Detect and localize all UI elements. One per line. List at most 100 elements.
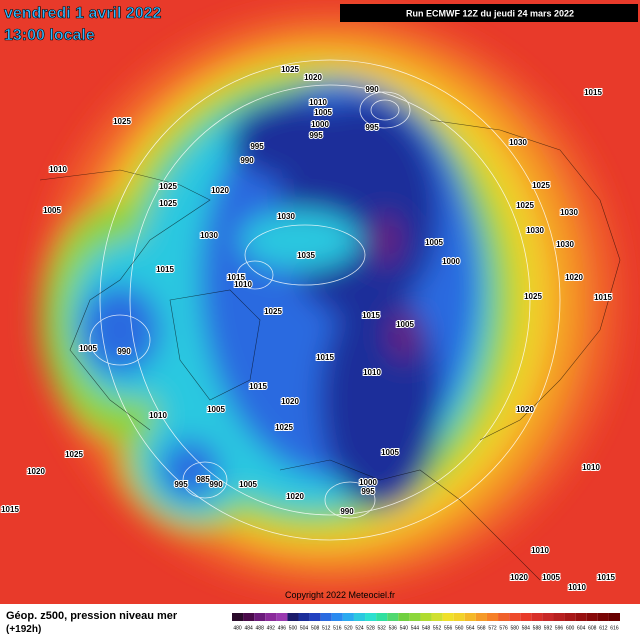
colorbar-label: 592 [544,625,553,631]
colorbar-swatch [309,613,321,621]
colorbar-swatch [564,613,576,621]
colorbar-label: 484 [244,625,253,631]
pressure-label: 1015 [584,88,602,97]
colorbar-label: 588 [533,625,542,631]
colorbar-label: 576 [499,625,508,631]
colorbar-swatch [498,613,510,621]
pressure-label: 1005 [381,448,399,457]
colorbar-swatch [243,613,255,621]
colorbar-swatch [265,613,277,621]
colorbar-label: 560 [455,625,464,631]
pressure-label: 1010 [531,546,549,555]
pressure-label: 990 [365,85,379,94]
colorbar-label: 496 [278,625,287,631]
pressure-label: 1015 [594,293,612,302]
pressure-label: 1015 [156,265,174,274]
colorbar-label: 580 [511,625,520,631]
colorbar-label: 520 [344,625,353,631]
pressure-label: 990 [240,156,254,165]
pressure-label: 995 [309,131,323,140]
colorbar-label: 584 [522,625,531,631]
pressure-label: 1020 [565,273,583,282]
pressure-label: 1025 [532,181,550,190]
pressure-label: 990 [117,347,131,356]
pressure-label: 1010 [363,368,381,377]
pressure-label: 1005 [239,480,257,489]
pressure-label: 990 [209,480,223,489]
colorbar-label: 604 [577,625,586,631]
colorbar-swatch [398,613,410,621]
map-date: vendredi 1 avril 2022 [4,5,162,22]
colorbar-swatch [232,613,244,621]
pressure-label: 1025 [281,65,299,74]
colorbar-swatch [342,613,354,621]
colorbar-swatch [586,613,598,621]
colorbar-swatch [453,613,465,621]
colorbar-label: 612 [599,625,608,631]
pressure-label: 1015 [1,505,19,514]
colorbar-swatch [287,613,299,621]
colorbar-swatch [442,613,454,621]
pressure-label: 1030 [560,208,578,217]
pressure-label: 1020 [27,467,45,476]
colorbar-swatch [597,613,609,621]
pressure-label: 995 [361,487,375,496]
pressure-label: 1010 [582,463,600,472]
pressure-label: 1025 [159,199,177,208]
pressure-label: 1025 [65,450,83,459]
pressure-label: 1025 [264,307,282,316]
colorbar-label: 504 [300,625,309,631]
colorbar-swatch [509,613,521,621]
colorbar-swatch [276,613,288,621]
colorbar-swatch [475,613,487,621]
pressure-label: 1025 [516,201,534,210]
colorbar-label: 512 [322,625,331,631]
pressure-label: 1015 [597,573,615,582]
colorbar-swatch [420,613,432,621]
pressure-label: 1005 [425,238,443,247]
pressure-label: 1010 [49,165,67,174]
colorbar-swatch [353,613,366,621]
colorbar-label: 488 [256,625,265,631]
colorbar-swatch [520,613,532,621]
colorbar: 480 484 488 492 496 500 504 508 512 516 520 524 528 5… [232,613,620,631]
colorbar-swatch [320,613,332,621]
pressure-label: 1030 [277,212,295,221]
pressure-label: 1030 [556,240,574,249]
copyright: Copyright 2022 Meteociel.fr [285,590,395,600]
colorbar-label: 516 [333,625,342,631]
pressure-label: 1010 [234,280,252,289]
pressure-label: 1000 [442,257,460,266]
colorbar-label: 528 [366,625,375,631]
pressure-label: 1030 [509,138,527,147]
pressure-label: 1005 [207,405,225,414]
pressure-label: 1020 [286,492,304,501]
pressure-label: 995 [365,123,379,132]
colorbar-swatch [298,613,310,621]
pressure-label: 1015 [227,273,245,282]
pressure-label: 990 [340,507,354,516]
pressure-label: 1035 [297,251,315,260]
pressure-label: 1025 [524,292,542,301]
colorbar-swatch [431,613,443,621]
footer-lead: (+192h) [6,624,41,635]
colorbar-label: 492 [267,625,276,631]
pressure-label: 995 [250,142,264,151]
pressure-label: 1025 [159,182,177,191]
pressure-label: 1010 [309,98,327,107]
footer-title: Géop. z500, pression niveau mer [6,610,178,622]
colorbar-label: 540 [400,625,409,631]
colorbar-label: 596 [555,625,564,631]
colorbar-label: 556 [444,625,453,631]
colorbar-label: 536 [389,625,398,631]
pressure-label: 1005 [542,573,560,582]
pressure-label: 1005 [43,206,61,215]
colorbar-label: 564 [466,625,475,631]
pressure-label: 1020 [510,573,528,582]
pressure-label: 1025 [113,117,131,126]
run-box [340,4,638,22]
pressure-label: 1015 [316,353,334,362]
pressure-label: 1015 [362,311,380,320]
pressure-label: 1020 [211,186,229,195]
colorbar-swatch [542,613,554,621]
